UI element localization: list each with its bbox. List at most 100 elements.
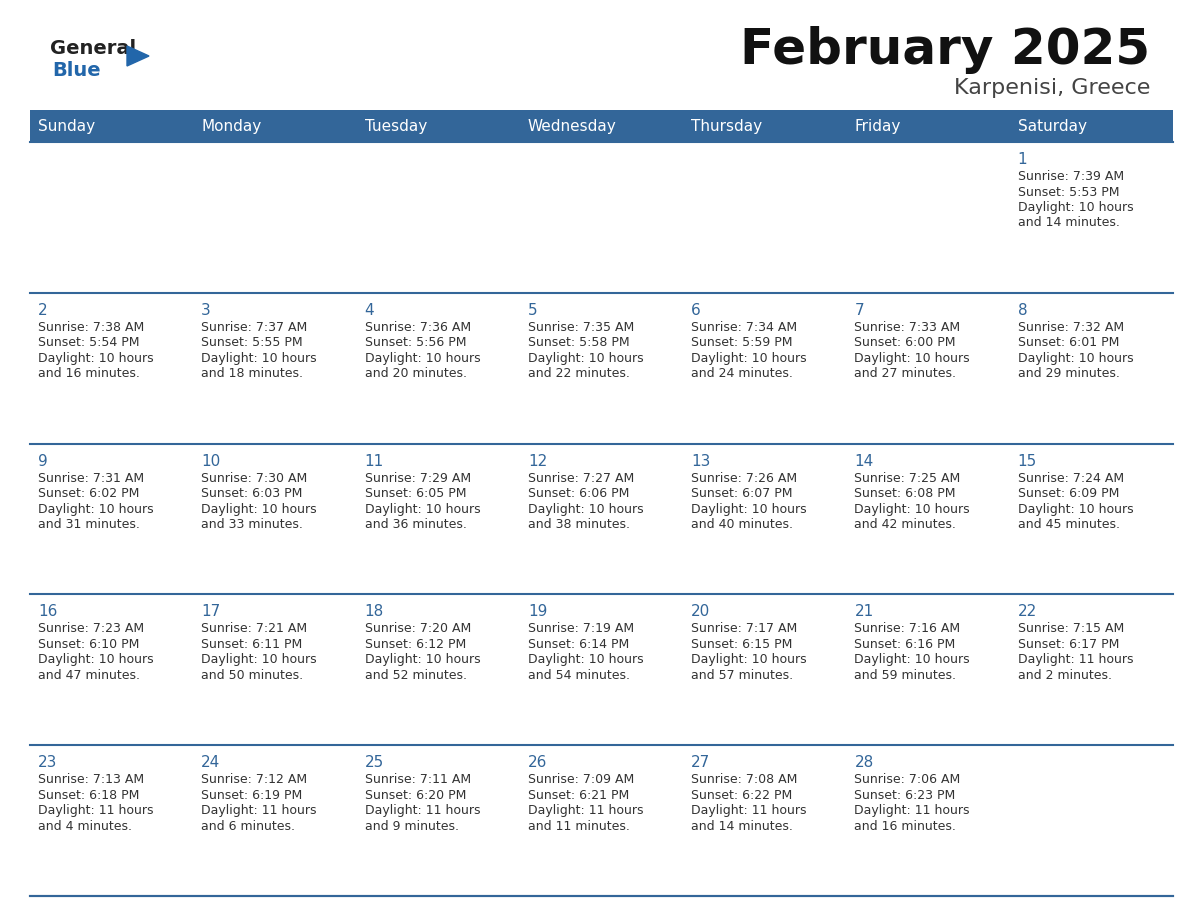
Text: Sunrise: 7:11 AM: Sunrise: 7:11 AM <box>365 773 470 786</box>
Bar <box>520 594 683 745</box>
Bar <box>356 594 520 745</box>
Text: Sunset: 6:06 PM: Sunset: 6:06 PM <box>527 487 630 500</box>
Text: 20: 20 <box>691 604 710 620</box>
Bar <box>846 745 1010 896</box>
Text: 8: 8 <box>1018 303 1028 318</box>
Text: Daylight: 10 hours: Daylight: 10 hours <box>691 502 807 516</box>
Text: Daylight: 10 hours: Daylight: 10 hours <box>365 502 480 516</box>
Text: 2: 2 <box>38 303 48 318</box>
Text: and 52 minutes.: and 52 minutes. <box>365 669 467 682</box>
Text: and 4 minutes.: and 4 minutes. <box>38 820 132 833</box>
Text: Karpenisi, Greece: Karpenisi, Greece <box>954 78 1150 98</box>
Text: Sunrise: 7:38 AM: Sunrise: 7:38 AM <box>38 320 144 334</box>
Text: Sunset: 6:02 PM: Sunset: 6:02 PM <box>38 487 139 500</box>
Text: Daylight: 10 hours: Daylight: 10 hours <box>201 352 317 364</box>
Text: and 42 minutes.: and 42 minutes. <box>854 518 956 532</box>
Bar <box>194 110 356 142</box>
Text: and 18 minutes.: and 18 minutes. <box>201 367 303 380</box>
Text: Sunrise: 7:37 AM: Sunrise: 7:37 AM <box>201 320 308 334</box>
Text: Sunrise: 7:39 AM: Sunrise: 7:39 AM <box>1018 170 1124 183</box>
Bar <box>683 594 846 745</box>
Text: Thursday: Thursday <box>691 118 763 133</box>
Bar <box>30 293 194 443</box>
Text: Daylight: 10 hours: Daylight: 10 hours <box>854 352 971 364</box>
Text: 12: 12 <box>527 453 548 468</box>
Text: Daylight: 10 hours: Daylight: 10 hours <box>527 654 644 666</box>
Text: Sunset: 6:03 PM: Sunset: 6:03 PM <box>201 487 303 500</box>
Text: Sunset: 6:05 PM: Sunset: 6:05 PM <box>365 487 466 500</box>
Polygon shape <box>127 46 148 66</box>
Text: Sunrise: 7:35 AM: Sunrise: 7:35 AM <box>527 320 634 334</box>
Bar <box>194 443 356 594</box>
Text: and 29 minutes.: and 29 minutes. <box>1018 367 1119 380</box>
Text: 15: 15 <box>1018 453 1037 468</box>
Bar <box>1010 293 1173 443</box>
Text: Blue: Blue <box>52 61 101 80</box>
Text: Daylight: 10 hours: Daylight: 10 hours <box>527 502 644 516</box>
Text: Sunrise: 7:19 AM: Sunrise: 7:19 AM <box>527 622 634 635</box>
Bar <box>520 142 683 293</box>
Bar <box>194 293 356 443</box>
Text: Sunrise: 7:27 AM: Sunrise: 7:27 AM <box>527 472 634 485</box>
Text: Sunset: 6:08 PM: Sunset: 6:08 PM <box>854 487 956 500</box>
Text: Sunset: 6:00 PM: Sunset: 6:00 PM <box>854 336 956 350</box>
Bar <box>520 293 683 443</box>
Bar <box>683 745 846 896</box>
Text: Sunrise: 7:31 AM: Sunrise: 7:31 AM <box>38 472 144 485</box>
Text: 10: 10 <box>201 453 221 468</box>
Text: 17: 17 <box>201 604 221 620</box>
Text: Daylight: 10 hours: Daylight: 10 hours <box>1018 502 1133 516</box>
Text: Sunset: 5:55 PM: Sunset: 5:55 PM <box>201 336 303 350</box>
Text: Sunday: Sunday <box>38 118 95 133</box>
Bar <box>683 142 846 293</box>
Text: Sunrise: 7:34 AM: Sunrise: 7:34 AM <box>691 320 797 334</box>
Text: Friday: Friday <box>854 118 901 133</box>
Text: and 36 minutes.: and 36 minutes. <box>365 518 467 532</box>
Text: and 27 minutes.: and 27 minutes. <box>854 367 956 380</box>
Text: Sunrise: 7:25 AM: Sunrise: 7:25 AM <box>854 472 961 485</box>
Text: 11: 11 <box>365 453 384 468</box>
Text: Daylight: 11 hours: Daylight: 11 hours <box>527 804 644 817</box>
Text: 6: 6 <box>691 303 701 318</box>
Bar <box>520 443 683 594</box>
Text: Daylight: 10 hours: Daylight: 10 hours <box>365 352 480 364</box>
Text: Sunrise: 7:16 AM: Sunrise: 7:16 AM <box>854 622 961 635</box>
Text: 18: 18 <box>365 604 384 620</box>
Text: 19: 19 <box>527 604 548 620</box>
Bar <box>356 293 520 443</box>
Text: February 2025: February 2025 <box>740 26 1150 74</box>
Text: and 11 minutes.: and 11 minutes. <box>527 820 630 833</box>
Text: and 6 minutes.: and 6 minutes. <box>201 820 296 833</box>
Text: Daylight: 11 hours: Daylight: 11 hours <box>1018 654 1133 666</box>
Text: Sunrise: 7:17 AM: Sunrise: 7:17 AM <box>691 622 797 635</box>
Text: 23: 23 <box>38 756 57 770</box>
Text: Sunrise: 7:29 AM: Sunrise: 7:29 AM <box>365 472 470 485</box>
Text: Sunset: 6:20 PM: Sunset: 6:20 PM <box>365 789 466 801</box>
Text: and 47 minutes.: and 47 minutes. <box>38 669 140 682</box>
Text: Daylight: 10 hours: Daylight: 10 hours <box>365 654 480 666</box>
Bar <box>683 110 846 142</box>
Text: 7: 7 <box>854 303 864 318</box>
Text: and 59 minutes.: and 59 minutes. <box>854 669 956 682</box>
Text: Sunset: 6:01 PM: Sunset: 6:01 PM <box>1018 336 1119 350</box>
Bar <box>1010 443 1173 594</box>
Text: Saturday: Saturday <box>1018 118 1087 133</box>
Text: General: General <box>50 39 137 58</box>
Text: and 57 minutes.: and 57 minutes. <box>691 669 794 682</box>
Text: and 22 minutes.: and 22 minutes. <box>527 367 630 380</box>
Text: and 45 minutes.: and 45 minutes. <box>1018 518 1120 532</box>
Bar <box>846 110 1010 142</box>
Text: Sunset: 5:56 PM: Sunset: 5:56 PM <box>365 336 466 350</box>
Text: 13: 13 <box>691 453 710 468</box>
Text: Sunset: 6:18 PM: Sunset: 6:18 PM <box>38 789 139 801</box>
Text: Sunrise: 7:26 AM: Sunrise: 7:26 AM <box>691 472 797 485</box>
Text: Daylight: 10 hours: Daylight: 10 hours <box>854 654 971 666</box>
Text: Daylight: 11 hours: Daylight: 11 hours <box>691 804 807 817</box>
Bar <box>194 745 356 896</box>
Text: and 50 minutes.: and 50 minutes. <box>201 669 303 682</box>
Text: Sunrise: 7:06 AM: Sunrise: 7:06 AM <box>854 773 961 786</box>
Bar <box>683 443 846 594</box>
Text: Sunrise: 7:09 AM: Sunrise: 7:09 AM <box>527 773 634 786</box>
Text: Sunrise: 7:36 AM: Sunrise: 7:36 AM <box>365 320 470 334</box>
Text: Sunset: 6:16 PM: Sunset: 6:16 PM <box>854 638 955 651</box>
